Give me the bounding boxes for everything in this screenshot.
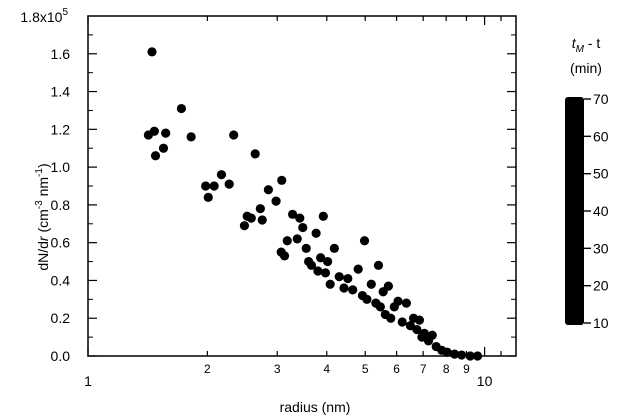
x-tick-label: 6 — [393, 362, 400, 376]
x-tick-label: 7 — [420, 362, 427, 376]
x-axis-label: radius (nm) — [280, 399, 351, 415]
x-tick-label: 10 — [477, 373, 493, 389]
data-point — [201, 181, 211, 191]
data-point — [348, 285, 358, 295]
data-point — [257, 215, 267, 225]
axis-ticks: 1 2 3 4 5 6 7 8 9 10 0.0 0.2 0.4 0.6 0.8 1.0 1.2 1.4 1.6 — [51, 16, 516, 389]
data-point — [472, 351, 483, 361]
plot-area-border — [87, 15, 517, 357]
data-point — [334, 272, 344, 282]
data-point — [287, 209, 298, 219]
x-tick-label: 3 — [274, 362, 281, 376]
data-point — [427, 330, 437, 340]
x-tick-label: 1 — [84, 373, 92, 389]
x-tick-label: 9 — [463, 362, 470, 376]
data-point — [318, 211, 328, 221]
data-point — [373, 260, 384, 270]
data-point — [353, 264, 363, 274]
data-point — [216, 170, 227, 180]
colorbar-tick-label: 60 — [593, 128, 609, 144]
data-point — [277, 175, 287, 185]
x-tick-label: 8 — [443, 362, 450, 376]
y-axis-top-label: 1.8x105 — [20, 7, 68, 25]
data-point — [263, 185, 273, 195]
data-point — [306, 260, 317, 270]
data-point — [442, 347, 452, 357]
data-point — [203, 192, 213, 202]
data-point — [339, 283, 349, 293]
data-point — [320, 268, 331, 278]
data-point — [271, 196, 281, 206]
colorbar-title: tM - t (min) — [570, 35, 602, 76]
data-point — [412, 324, 422, 335]
data-point — [366, 279, 376, 289]
data-point — [224, 179, 234, 189]
data-point — [401, 298, 411, 308]
colorbar-tick-label: 40 — [593, 203, 609, 219]
y-tick-label: 1.0 — [51, 159, 71, 175]
data-point — [343, 273, 353, 284]
data-point — [375, 302, 385, 312]
data-points — [143, 47, 483, 361]
data-point — [465, 351, 475, 361]
colorbar: 10 20 30 40 50 60 70 — [565, 91, 609, 331]
colorbar-tick-label: 50 — [593, 166, 609, 182]
colorbar-tick-label: 70 — [593, 91, 609, 107]
y-tick-label: 0.6 — [51, 235, 71, 251]
data-point — [255, 204, 265, 214]
data-point — [239, 221, 250, 231]
data-point — [419, 328, 429, 338]
y-tick-label: 1.6 — [51, 46, 71, 62]
colorbar-tick-label: 30 — [593, 240, 609, 256]
data-point — [383, 281, 393, 291]
data-point — [316, 253, 326, 263]
y-axis-label: dN/dr (cm-3 nm-1) — [34, 163, 51, 270]
y-tick-label: 1.2 — [51, 121, 71, 137]
data-point — [393, 296, 403, 306]
colorbar-tick-label: 20 — [593, 278, 609, 294]
data-point — [229, 130, 239, 140]
data-point — [295, 213, 305, 223]
y-tick-label: 0.2 — [51, 310, 71, 326]
data-point — [250, 149, 260, 159]
y-tick-label: 0.4 — [51, 272, 71, 288]
data-point — [176, 103, 187, 114]
data-point — [449, 349, 460, 359]
x-tick-label: 2 — [204, 362, 211, 376]
data-point — [186, 132, 196, 142]
x-tick-label: 5 — [362, 362, 369, 376]
data-point — [298, 222, 308, 233]
data-point — [386, 313, 396, 323]
data-point — [456, 350, 467, 360]
data-point — [362, 294, 372, 304]
data-point — [414, 315, 425, 325]
data-point — [359, 236, 370, 246]
data-point — [150, 151, 161, 161]
data-point — [323, 256, 333, 267]
data-point — [329, 243, 339, 253]
data-point — [147, 47, 157, 57]
plot-frame — [87, 15, 517, 357]
data-point — [325, 279, 335, 289]
colorbar-bar — [565, 97, 584, 325]
data-point — [282, 236, 292, 246]
data-point — [209, 181, 219, 191]
data-point — [149, 126, 159, 136]
colorbar-tick-label: 10 — [593, 315, 609, 331]
y-tick-label: 0.8 — [51, 197, 71, 213]
y-tick-label: 1.4 — [51, 84, 71, 100]
data-point — [301, 243, 311, 253]
data-point — [313, 266, 323, 276]
data-point — [311, 228, 321, 238]
data-point — [246, 213, 256, 223]
x-tick-label: 4 — [323, 362, 330, 376]
data-point — [279, 251, 290, 261]
data-point — [158, 143, 169, 153]
data-point — [161, 128, 171, 138]
data-point — [292, 234, 302, 244]
data-point — [397, 317, 407, 327]
y-tick-label: 0.0 — [51, 348, 71, 364]
